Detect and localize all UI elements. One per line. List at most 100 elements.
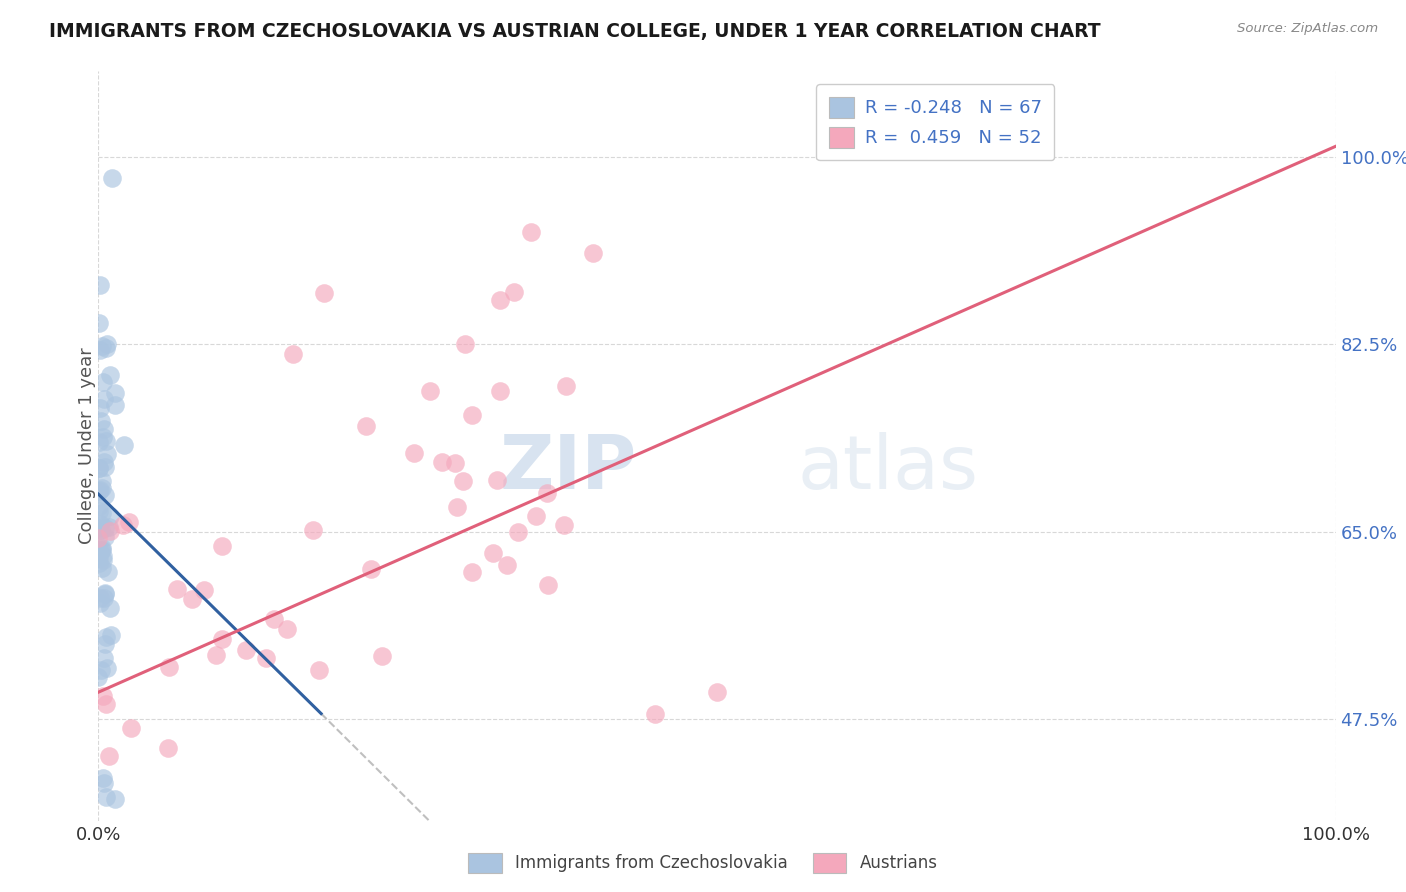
- Point: [111, 518, 134, 533]
- Point: [553, 517, 575, 532]
- Point: [89, 343, 111, 357]
- Point: [276, 622, 298, 636]
- Point: [193, 583, 215, 598]
- Point: [96, 434, 118, 448]
- Text: ZIP: ZIP: [499, 432, 637, 505]
- Point: [118, 515, 141, 529]
- Point: [263, 612, 285, 626]
- Point: [97, 520, 120, 534]
- Point: [461, 408, 484, 422]
- Point: [432, 455, 454, 469]
- Point: [211, 632, 233, 647]
- Point: [461, 565, 484, 579]
- Point: [482, 545, 505, 559]
- Point: [488, 384, 510, 398]
- Point: [157, 740, 180, 755]
- Point: [281, 347, 304, 361]
- Point: [87, 483, 110, 498]
- Point: [537, 578, 560, 592]
- Point: [89, 483, 111, 497]
- Point: [91, 560, 114, 574]
- Point: [96, 337, 118, 351]
- Point: [87, 499, 110, 513]
- Point: [104, 792, 127, 806]
- Point: [96, 630, 118, 644]
- Point: [93, 587, 115, 601]
- Point: [91, 542, 114, 557]
- Point: [419, 384, 441, 399]
- Point: [100, 601, 122, 615]
- Point: [97, 565, 120, 579]
- Point: [91, 375, 114, 389]
- Point: [94, 586, 117, 600]
- Point: [93, 651, 115, 665]
- Point: [314, 286, 336, 301]
- Point: [96, 447, 118, 461]
- Point: [104, 398, 127, 412]
- Point: [93, 531, 115, 545]
- Point: [157, 660, 180, 674]
- Point: [302, 524, 325, 538]
- Point: [90, 541, 112, 556]
- Point: [526, 509, 548, 524]
- Point: [94, 637, 117, 651]
- Point: [451, 474, 474, 488]
- Point: [93, 776, 115, 790]
- Point: [205, 648, 228, 663]
- Point: [87, 669, 110, 683]
- Point: [96, 697, 118, 711]
- Text: atlas: atlas: [797, 432, 979, 505]
- Point: [454, 337, 477, 351]
- Point: [536, 486, 558, 500]
- Legend: Immigrants from Czechoslovakia, Austrians: Immigrants from Czechoslovakia, Austrian…: [461, 847, 945, 880]
- Point: [502, 285, 524, 299]
- Point: [555, 379, 578, 393]
- Point: [100, 171, 122, 186]
- Point: [254, 651, 277, 665]
- Point: [706, 685, 728, 699]
- Point: [644, 706, 666, 721]
- Point: [87, 556, 110, 570]
- Point: [98, 368, 121, 383]
- Point: [87, 521, 110, 535]
- Point: [97, 749, 120, 764]
- Point: [87, 461, 110, 475]
- Point: [495, 558, 517, 572]
- Point: [89, 504, 111, 518]
- Point: [91, 689, 114, 703]
- Point: [120, 721, 142, 735]
- Point: [89, 278, 111, 293]
- Point: [211, 539, 233, 553]
- Point: [235, 642, 257, 657]
- Point: [89, 401, 111, 416]
- Point: [94, 521, 117, 535]
- Point: [98, 509, 121, 524]
- Point: [89, 316, 111, 330]
- Point: [93, 455, 115, 469]
- Point: [112, 438, 135, 452]
- Point: [89, 591, 111, 605]
- Point: [444, 456, 467, 470]
- Point: [89, 595, 111, 609]
- Point: [91, 771, 114, 785]
- Point: [90, 474, 112, 488]
- Point: [91, 549, 114, 564]
- Point: [90, 339, 112, 353]
- Point: [89, 551, 111, 566]
- Y-axis label: College, Under 1 year: College, Under 1 year: [79, 348, 96, 544]
- Point: [91, 553, 114, 567]
- Legend: R = -0.248   N = 67, R =  0.459   N = 52: R = -0.248 N = 67, R = 0.459 N = 52: [815, 84, 1054, 161]
- Point: [90, 523, 112, 537]
- Point: [166, 582, 188, 596]
- Point: [100, 628, 122, 642]
- Point: [89, 434, 111, 449]
- Point: [94, 488, 117, 502]
- Text: IMMIGRANTS FROM CZECHOSLOVAKIA VS AUSTRIAN COLLEGE, UNDER 1 YEAR CORRELATION CHA: IMMIGRANTS FROM CZECHOSLOVAKIA VS AUSTRI…: [49, 22, 1101, 41]
- Point: [446, 500, 468, 514]
- Point: [87, 531, 110, 545]
- Point: [360, 562, 382, 576]
- Point: [404, 446, 426, 460]
- Point: [89, 543, 111, 558]
- Point: [103, 386, 125, 401]
- Point: [96, 341, 118, 355]
